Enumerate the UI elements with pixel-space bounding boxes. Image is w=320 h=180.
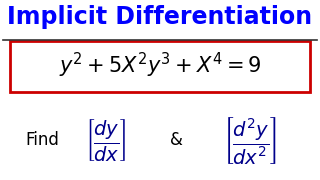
Text: &: & [170, 131, 182, 149]
Text: Find: Find [26, 131, 60, 149]
Text: $y^2 + 5X^2y^3 + X^4 = 9$: $y^2 + 5X^2y^3 + X^4 = 9$ [59, 51, 261, 80]
Text: $\left[\dfrac{d^2y}{dx^2}\right]$: $\left[\dfrac{d^2y}{dx^2}\right]$ [223, 115, 276, 166]
Text: Implicit Differentiation: Implicit Differentiation [7, 5, 313, 29]
Text: $\left[\dfrac{dy}{dx}\right]$: $\left[\dfrac{dy}{dx}\right]$ [85, 117, 126, 163]
FancyBboxPatch shape [10, 41, 310, 92]
